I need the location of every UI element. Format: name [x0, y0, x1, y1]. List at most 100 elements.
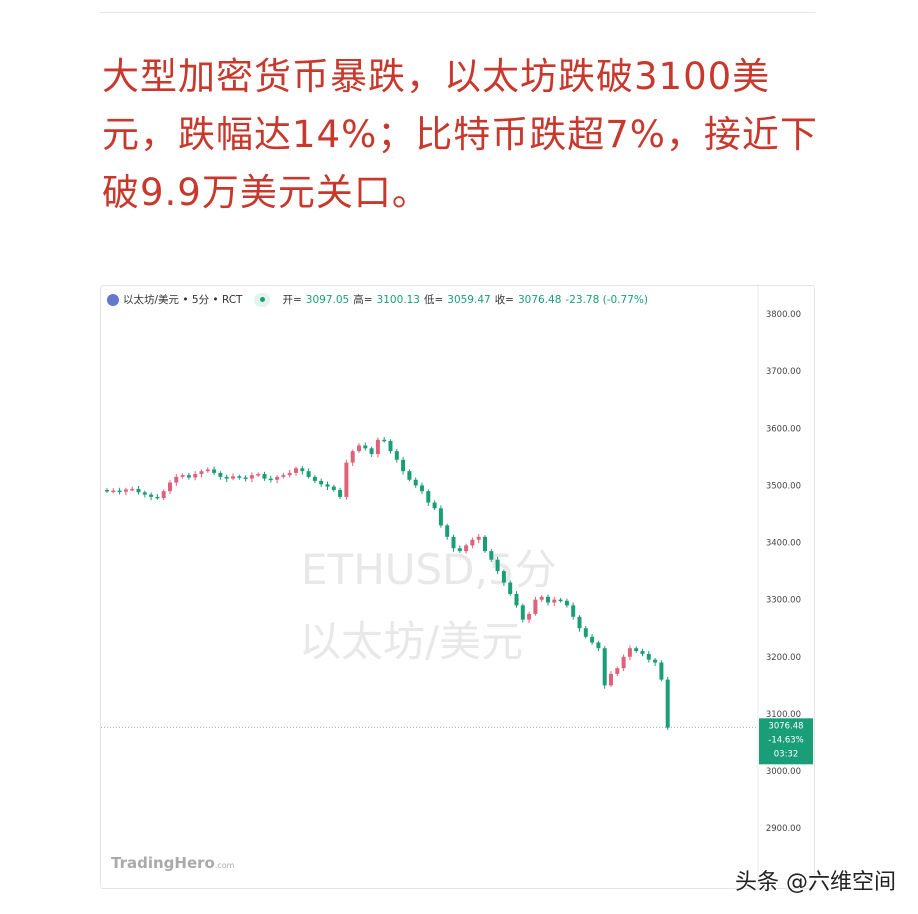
headline: 大型加密货币暴跌，以太坊跌破3100美元，跌幅达14%；比特币跌超7%，接近下破… — [102, 55, 818, 214]
open-label: 开= — [282, 294, 302, 306]
candle-body — [231, 476, 235, 479]
candle-body — [527, 613, 532, 620]
close-label: 收= — [494, 294, 514, 306]
candle-body — [646, 653, 651, 660]
candle-body — [457, 548, 462, 552]
candle-body — [401, 459, 406, 472]
candle-body — [627, 648, 632, 657]
candle-body — [615, 668, 620, 674]
change-value: -23.78 (-0.77%) — [565, 293, 648, 306]
candle-body — [394, 451, 399, 460]
candle-body — [155, 496, 160, 499]
candle-body — [142, 492, 147, 495]
candle-body — [268, 478, 273, 481]
candle-body — [174, 476, 179, 483]
candle-body — [136, 488, 141, 493]
candle-body — [186, 475, 191, 478]
candle-body — [508, 582, 513, 594]
chart-watermark-name: 以太坊/美元 — [299, 617, 524, 666]
low-value: 3059.47 — [447, 293, 491, 306]
symbol-label[interactable]: 以太坊/美元 • 5分 • RCT — [123, 294, 243, 306]
candle-body — [319, 480, 324, 485]
candle-body — [432, 502, 437, 509]
candle-body — [464, 545, 469, 552]
candle-body — [105, 490, 109, 492]
candle-body — [577, 616, 582, 629]
candle-body — [262, 474, 267, 479]
candle-body — [199, 471, 204, 475]
candle-body — [520, 605, 525, 620]
candle-body — [501, 571, 506, 583]
high-label: 高= — [353, 294, 373, 306]
y-tick-label: 3700.00 — [766, 367, 801, 377]
logo-suffix: .com — [214, 861, 235, 870]
candle-body — [539, 596, 544, 600]
candle-body — [300, 468, 305, 472]
candle-body — [149, 494, 154, 497]
candle-body — [407, 471, 412, 480]
candle-body — [653, 659, 658, 663]
y-tick-label: 3600.00 — [766, 424, 801, 434]
candle-body — [609, 673, 613, 686]
y-tick-label: 2900.00 — [766, 824, 801, 834]
candle-body — [665, 679, 670, 728]
candle-body — [583, 628, 588, 637]
candle-body — [558, 599, 563, 602]
candle-body — [470, 539, 475, 546]
candle-body — [281, 475, 286, 477]
candle-body — [130, 488, 135, 491]
candle-body — [388, 440, 393, 452]
price-tag — [759, 718, 813, 765]
candle-body — [476, 536, 481, 540]
candle-body — [426, 491, 431, 503]
candle-body — [659, 662, 664, 680]
candle-body — [312, 476, 317, 481]
candle-body — [357, 445, 361, 452]
candle-body — [495, 559, 500, 572]
candle-body — [168, 482, 172, 492]
close-value: 3076.48 — [518, 293, 562, 306]
candle-body — [533, 599, 538, 614]
candle-body — [602, 648, 607, 686]
candle-body — [552, 599, 557, 603]
candle-body — [369, 448, 374, 455]
candle-body — [237, 476, 242, 478]
candle-body — [375, 439, 380, 455]
candle-body — [287, 472, 292, 476]
candle-body — [571, 605, 576, 617]
y-tick-label: 3000.00 — [766, 767, 801, 777]
chart-card: ETHUSD,5分 以太坊/美元 3800.00 3700.00 3600.00 35… — [100, 285, 815, 889]
candle-body — [193, 474, 198, 478]
candle-body — [256, 474, 261, 476]
candle-body — [621, 656, 626, 669]
y-tick-label: 3300.00 — [766, 596, 801, 606]
candle-body — [596, 642, 601, 649]
candle-body — [363, 445, 368, 449]
candle-body — [161, 491, 166, 499]
candle-body — [275, 476, 280, 480]
candle-body — [338, 490, 343, 497]
candle-body — [413, 479, 418, 486]
candle-body — [438, 508, 443, 526]
candle-body — [382, 439, 387, 442]
candle-body — [640, 651, 645, 654]
candle-body — [212, 469, 217, 473]
candle-body — [590, 636, 595, 643]
candle-body — [123, 489, 128, 492]
candle-body — [111, 490, 116, 493]
candle-body — [117, 490, 122, 493]
candle-body — [634, 648, 639, 652]
candlestick-chart[interactable]: 3800.00 3700.00 3600.00 3500.00 3400.00 3300.… — [101, 286, 814, 888]
candle-body — [306, 471, 311, 477]
open-value: 3097.05 — [305, 293, 350, 306]
y-tick-label: 3200.00 — [766, 653, 801, 663]
y-tick-label: 3800.00 — [766, 310, 801, 320]
chart-legend: 以太坊/美元 • 5分 • RCT 开= 3097.05 高= 3100.13 低=… — [107, 292, 648, 307]
candle-body — [294, 468, 298, 473]
ethereum-icon — [107, 293, 119, 306]
candle-body — [445, 525, 450, 537]
candle-body — [180, 475, 185, 477]
candle-body — [451, 536, 456, 549]
candle-body — [224, 476, 229, 479]
candle-body — [331, 486, 336, 491]
